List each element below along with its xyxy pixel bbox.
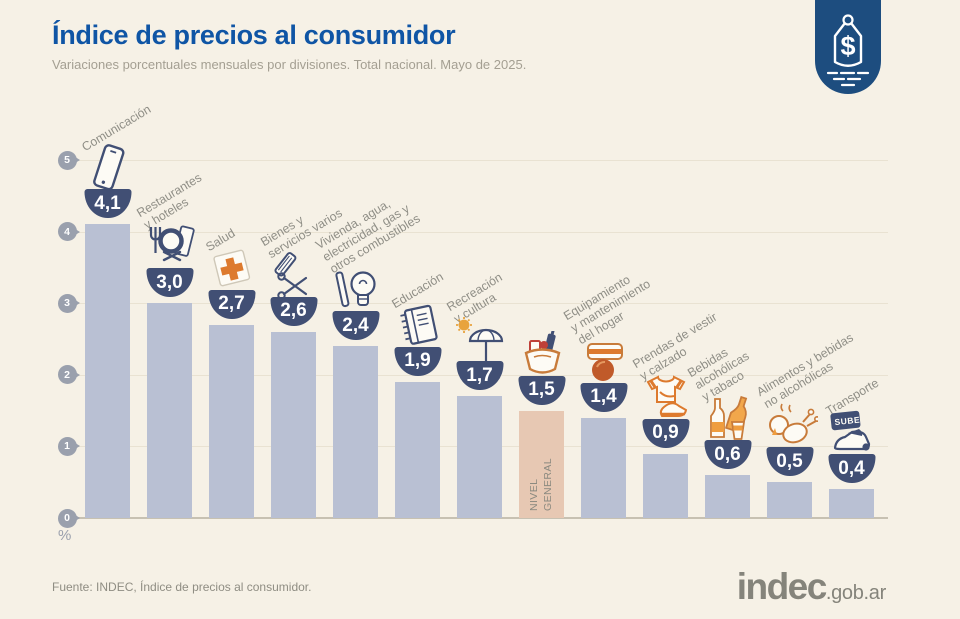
page-title: Índice de precios al consumidor [52,20,456,50]
category-badge: 0,5 [760,402,820,477]
y-axis-tick-3: 3 [57,293,80,313]
tshirt-shoe-icon [638,374,694,422]
svg-text:SUBE: SUBE [834,415,861,428]
category-badge: 1,5 [512,328,572,405]
sun-umbrella-icon [452,316,508,364]
y-axis-tick-5: 5 [57,150,80,170]
bar-furniture [581,417,626,518]
notebook-icon [390,302,446,350]
bar-shopping-basket [519,410,564,518]
highlight-bar-label: NIVEL GENERAL [528,458,555,511]
value-bubble: 1,4 [580,382,627,412]
bar-restaurant [147,303,192,518]
price-tag-icon: $ [826,14,870,87]
category-badge: 2,4 [326,266,386,341]
y-axis-tick-1: 1 [57,436,80,456]
bottles-icon [700,395,756,443]
gridline-3 [78,303,888,305]
indec-logo-text: indec [736,566,828,607]
bar-phone [85,224,130,518]
chicken-icon [762,402,820,450]
brand-price-tag-badge: $ [815,0,881,94]
value-bubble: 1,5 [518,375,565,405]
y-axis-unit-label: % [58,527,72,544]
value-bubble: 2,6 [270,296,317,326]
lightbulb-icon [328,266,384,314]
category-badge: 0,6 [698,395,758,470]
value-bubble: 1,7 [456,361,503,391]
value-bubble: 1,9 [394,346,441,376]
comb-scissors-icon [266,251,322,300]
health-cross-icon [204,245,260,293]
car-sube-icon: SUBE [824,409,880,457]
indec-logo-suffix: .gob.ar [825,582,886,604]
gridline-4 [78,231,888,233]
phone-icon [80,144,136,192]
category-badge: 1,9 [388,302,448,376]
category-badge: 3,0 [140,223,200,298]
value-bubble: 0,5 [766,447,813,477]
category-badge: 4,1 [78,144,138,219]
bar-tshirt-shoe [643,453,688,518]
value-bubble: 4,1 [84,189,131,219]
category-badge: 0,9 [636,374,696,448]
category-badge: 1,4 [574,338,634,412]
category-badge: 1,7 [450,316,510,391]
value-bubble: 0,9 [642,418,689,448]
value-bubble: 3,0 [146,268,193,298]
furniture-icon [576,338,632,386]
category-badge: 2,6 [264,251,324,326]
indec-logo: indec .gob.ar [736,566,887,608]
value-bubble: 0,6 [704,440,751,470]
page-subtitle: Variaciones porcentuales mensuales por d… [52,57,527,72]
value-bubble: 2,7 [208,289,255,319]
category-label: Equipamiento y mantenimiento del hogar [560,272,653,348]
y-axis-tick-4: 4 [57,222,80,242]
bar-notebook [395,381,440,518]
bar-sun-umbrella [457,396,502,518]
bar-comb-scissors [271,331,316,518]
bar-chicken [767,482,812,518]
bar-lightbulb [333,346,378,518]
y-axis-tick-2: 2 [57,365,80,385]
y-axis-tick-0: 0 [57,508,80,528]
value-bubble: 2,4 [332,311,379,341]
bar-health-cross [209,324,254,518]
gridline-5 [78,160,888,161]
source-note: Fuente: INDEC, Índice de precios al cons… [52,580,312,594]
shopping-basket-icon [514,328,570,379]
bar-car-sube [829,489,874,518]
restaurant-icon [142,223,198,271]
bar-bottles [705,475,750,518]
category-badge: 2,7 [202,245,262,319]
value-bubble: 0,4 [828,454,875,484]
svg-text:$: $ [840,31,855,61]
x-axis-baseline [78,517,888,519]
category-badge: SUBE 0,4 [822,409,882,484]
